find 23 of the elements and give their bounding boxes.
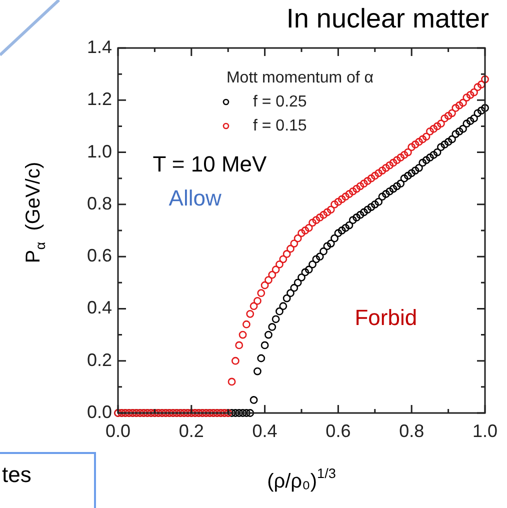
x-tick-label: 0.2 (178, 420, 204, 441)
x-tick-label: 1.0 (472, 420, 498, 441)
y-tick-label: 0.6 (86, 246, 112, 266)
legend-title: Mott momentum of α (226, 69, 374, 86)
x-tick-label: 0.8 (399, 420, 424, 441)
x-tick-label: 0.4 (252, 420, 278, 441)
y-tick-label: 0.2 (86, 350, 112, 370)
x-tick-label: 0.0 (105, 420, 131, 441)
annotation: Allow (168, 185, 222, 210)
y-tick-label: 0.4 (86, 298, 112, 318)
y-tick-label: 0.0 (86, 402, 112, 422)
legend-label: f = 0.15 (253, 117, 307, 134)
x-tick-label: 0.6 (326, 420, 351, 441)
y-tick-label: 1.0 (86, 141, 112, 162)
annotation: Forbid (354, 305, 418, 330)
y-axis-title: Pα (GeV/c) (22, 162, 48, 264)
legend-label: f = 0.25 (253, 93, 307, 110)
y-tick-label: 1.2 (86, 89, 112, 110)
annotation: T = 10 MeV (152, 151, 268, 176)
y-tick-label: 1.4 (86, 36, 112, 57)
y-tick-label: 0.8 (86, 193, 112, 214)
chart-title: In nuclear matter (286, 3, 490, 34)
text: tes (2, 462, 32, 488)
